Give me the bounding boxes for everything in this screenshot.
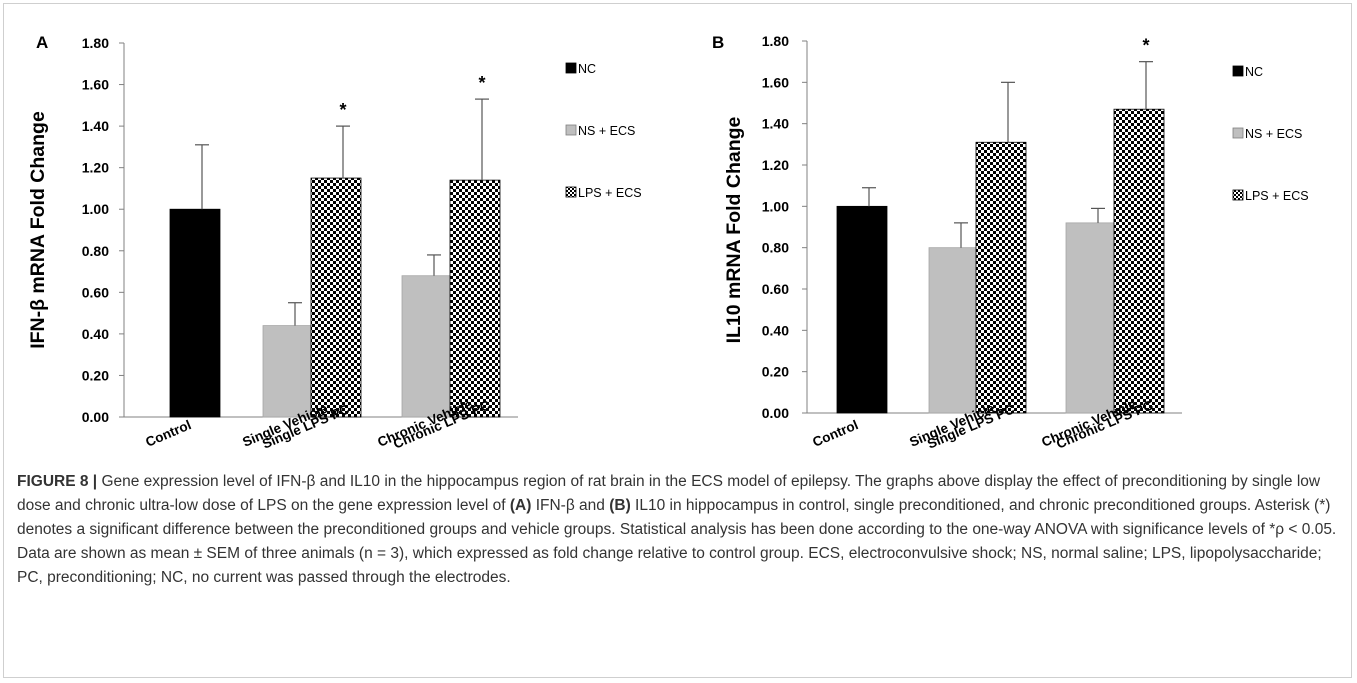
panel-a-y-tick-label: 0.40 [82, 326, 109, 342]
panel-b-bar [837, 206, 887, 413]
panel-b-y-axis-title: IL10 mRNA Fold Change [723, 116, 745, 343]
panel-b-legend-label: LPS + ECS [1245, 189, 1309, 203]
panel-a-category-label: Control [143, 417, 193, 450]
panel-a-legend-label: LPS + ECS [578, 186, 642, 200]
panel-a-bar [263, 326, 313, 417]
panel-b-bar [1066, 223, 1116, 413]
panel-a-y-tick-label: 1.80 [82, 35, 109, 51]
panel-a-legend-label: NC [578, 62, 596, 76]
panel-a-significance-mark: * [478, 73, 485, 93]
panel-a-bar [311, 178, 361, 417]
panel-b-y-tick-label: 1.40 [762, 116, 789, 132]
panel-b-y-tick-label: 0.80 [762, 240, 789, 256]
panel-a-y-tick-label: 0.00 [82, 409, 109, 425]
figure-charts: A 0.00 0.20 0.40 0.60 0.80 1.00 1.20 1.40 1.60 1.8… [0, 0, 1357, 468]
panel-b-legend-label: NS + ECS [1245, 127, 1302, 141]
panel-a-legend-label: NS + ECS [578, 124, 635, 138]
panel-a-y-tick-label: 0.60 [82, 284, 109, 300]
panel-b-label: B [712, 33, 724, 52]
panel-b-chart: B 0.00 0.20 0.40 0.60 0.80 1.00 1.20 1.40 1.60 1.8… [712, 33, 1309, 452]
panel-a-significance-mark: * [339, 100, 346, 120]
caption-ref-a: (A) [510, 497, 532, 514]
panel-a-label: A [36, 33, 48, 52]
panel-b-y-tick-label: 1.80 [762, 33, 789, 49]
panel-b-legend-swatch [1233, 190, 1243, 200]
panel-a-bar [450, 180, 500, 417]
panel-a-legend-swatch [566, 187, 576, 197]
panel-b-y-tick-label: 1.20 [762, 157, 789, 173]
panel-a-y-tick-label: 1.20 [82, 160, 109, 176]
panel-b-legend-label: NC [1245, 65, 1263, 79]
panel-b-y-tick-label: 1.00 [762, 198, 789, 214]
panel-b-significance-mark: * [1142, 36, 1149, 56]
panel-b-legend-swatch [1233, 66, 1243, 76]
panel-a-legend-swatch [566, 63, 576, 73]
panel-a-chart: A 0.00 0.20 0.40 0.60 0.80 1.00 1.20 1.40 1.60 1.8… [27, 33, 642, 452]
panel-a-legend-swatch [566, 125, 576, 135]
panel-a-bar [402, 276, 452, 417]
panel-a-y-tick-label: 1.00 [82, 201, 109, 217]
panel-a-y-tick-label: 1.40 [82, 118, 109, 134]
panel-b-category-label: Control [810, 417, 860, 450]
panel-b-y-tick-label: 0.60 [762, 281, 789, 297]
panel-a-y-axis-title: IFN-β mRNA Fold Change [27, 111, 49, 349]
panel-b-bar [929, 248, 979, 413]
panel-b-bar [976, 142, 1026, 413]
panel-b-bar [1114, 109, 1164, 413]
caption-text-2: IFN-β and [531, 497, 609, 514]
figure-caption: FIGURE 8 | Gene expression level of IFN-… [17, 470, 1337, 590]
panel-a-y-tick-label: 0.80 [82, 243, 109, 259]
panel-a-bar [170, 209, 220, 417]
panel-a-y-tick-label: 1.60 [82, 77, 109, 93]
caption-ref-b: (B) [609, 497, 631, 514]
panel-b-y-tick-label: 0.20 [762, 364, 789, 380]
panel-a-y-tick-label: 0.20 [82, 367, 109, 383]
panel-b-y-tick-label: 0.40 [762, 322, 789, 338]
panel-b-legend-swatch [1233, 128, 1243, 138]
panel-b-y-tick-label: 0.00 [762, 405, 789, 421]
panel-b-y-tick-label: 1.60 [762, 74, 789, 90]
caption-lead: FIGURE 8 | [17, 473, 97, 490]
